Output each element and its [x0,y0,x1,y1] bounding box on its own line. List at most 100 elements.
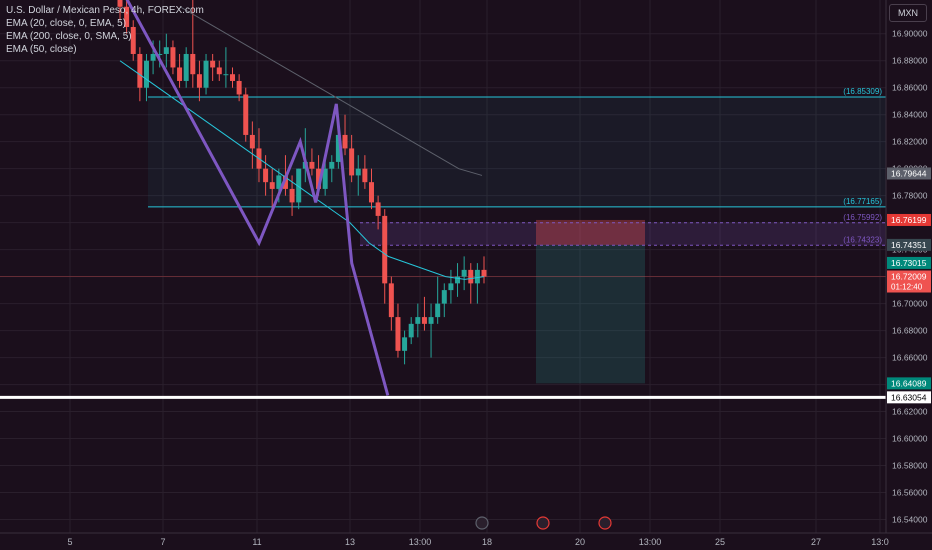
candle-body [249,134,255,149]
price-tag-label: 16.63054 [891,392,927,402]
target-zone [536,244,645,384]
candle-body [415,317,421,324]
flag-icon-us [536,516,550,530]
candle-body [468,269,474,284]
price-tag [887,213,931,226]
y-tick-label: 16.62000 [892,407,928,417]
candle-body [177,67,183,81]
y-tick-label: 16.54000 [892,515,928,525]
candle-body [375,202,381,216]
candle-body [428,317,434,324]
candle-body [137,53,143,88]
candle-body [296,168,302,203]
x-tick-label: 13:0 [871,537,889,547]
x-tick-label: 13:00 [409,537,432,547]
candle-body [316,168,322,189]
candle-body [130,26,136,54]
candle-body [183,53,189,81]
y-tick-label: 16.58000 [892,461,928,471]
candle-body [355,168,361,176]
y-tick-label: 16.90000 [892,29,928,39]
chart-legend: U.S. Dollar / Mexican Peso, 4h, FOREX.co… [6,4,204,56]
ema20-line [119,60,485,280]
stop-zone [536,219,645,245]
y-tick-label: 16.60000 [892,434,928,444]
candle-body [455,276,461,284]
candle-body [203,60,209,88]
candle-body [402,337,408,351]
price-tag-label: 16.64089 [891,378,927,388]
candle-body [230,74,236,81]
candle-body [117,0,123,7]
price-tag-label: 16.79644 [891,168,927,178]
price-tag-label: 16.74351 [891,240,927,250]
candle-body [282,175,288,189]
price-tag [887,270,931,293]
candle-body [421,317,427,324]
x-tick-label: 5 [67,537,72,547]
candle-body [223,74,229,76]
candle-body [150,53,156,61]
y-tick-label: 16.56000 [892,488,928,498]
indicator-ema200: EMA (200, close, 0, SMA, 5) [6,31,132,42]
candle-body [408,323,414,338]
y-tick-label: 16.86000 [892,83,928,93]
candle-body [461,269,467,277]
x-tick-label: 13 [345,537,355,547]
x-tick-label: 25 [715,537,725,547]
candle-body [210,60,216,68]
candle-body [269,182,275,189]
candle-body [236,80,242,95]
candle-body [435,303,441,318]
candle-body [157,53,163,55]
candle-body [349,148,355,176]
lightning-icon [475,516,489,530]
x-tick-label: 18 [482,537,492,547]
candle-body [309,161,315,169]
price-tag [887,167,931,180]
price-tag [887,238,931,251]
x-tick-label: 13:00 [639,537,662,547]
y-tick-label: 16.88000 [892,56,928,66]
candle-body [163,47,169,54]
zigzag-line [125,0,390,396]
x-tick-label: 11 [252,537,261,547]
candle-body [289,188,295,203]
candle-body [216,67,222,75]
candle-body [143,60,149,88]
symbol-title: U.S. Dollar / Mexican Peso, 4h, FOREX.co… [6,5,204,16]
candle-body [448,283,454,291]
resistance-zone [360,222,886,246]
candle-body [441,290,447,304]
candle-body [243,94,249,135]
y-tick-label: 16.78000 [892,191,928,201]
candle-body [329,161,335,169]
y-tick-label: 16.66000 [892,353,928,363]
y-tick-label: 16.84000 [892,110,928,120]
x-tick-label: 27 [811,537,821,547]
candle-body [474,269,480,284]
price-tag [887,256,931,269]
x-tick-label: 7 [160,537,165,547]
y-tick-label: 16.70000 [892,299,928,309]
level-label: (16.77165) [843,197,882,206]
currency-button[interactable]: MXN [889,4,927,22]
candle-body [368,182,374,203]
price-tag [887,391,931,404]
price-tag-label: 16.76199 [891,215,927,225]
price-tag-label: 16.72009 [891,271,927,281]
candle-body [170,47,176,68]
candle-body [382,215,388,284]
candle-body [276,175,282,189]
level-label: (16.75992) [843,213,882,222]
price-tag [887,377,931,390]
candle-body [124,6,130,27]
candle-body [335,134,341,162]
candle-body [388,283,394,318]
candle-body [395,317,401,351]
level-label: (16.85309) [843,87,882,96]
indicator-ema20: EMA (20, close, 0, EMA, 5) [6,18,127,29]
flag-icon-mx [598,516,612,530]
candle-body [481,269,487,277]
